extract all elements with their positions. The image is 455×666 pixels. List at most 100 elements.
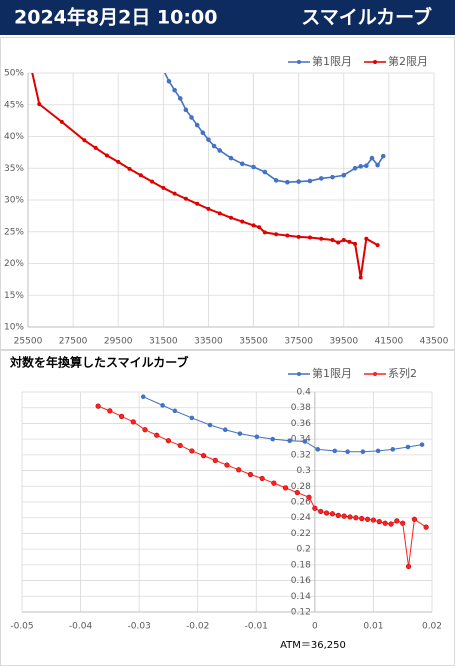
data-point [323,510,330,516]
data-point [104,153,109,158]
data-point [189,448,195,454]
data-point [118,413,125,419]
data-point [93,145,98,150]
data-point [294,489,300,496]
y-tick-label: 0.22 [291,529,311,539]
x-tick-label: 43500 [420,337,449,347]
data-point [394,518,400,524]
data-point [319,236,324,241]
y-tick-label: 0.18 [291,560,311,570]
data-point [285,233,290,238]
data-point [160,403,165,408]
data-point [329,511,336,517]
data-point [251,164,256,170]
data-point [107,408,113,414]
data-point [318,508,324,515]
x-tick-label: -0.04 [69,622,93,632]
data-point [194,122,200,128]
x-tick-label: 41500 [375,337,404,347]
y-tick-label: 0.16 [291,576,311,586]
data-point [189,415,195,421]
data-point [262,230,267,235]
data-point [382,520,388,526]
data-point [318,176,324,181]
data-point [127,166,132,171]
data-point [335,512,341,518]
data-point [330,174,335,180]
y-tick-label: 0.34 [291,435,311,445]
data-point [229,215,234,220]
data-point [341,513,347,519]
data-point [37,102,42,107]
data-point [166,78,172,84]
x-tick-label: 25500 [14,337,43,347]
data-point [116,159,121,164]
x-tick-label: 29500 [104,337,133,347]
data-point [307,178,313,184]
data-point [212,457,218,463]
legend-label: 第1限月 [312,54,352,68]
y-tick-label: 10% [4,323,24,333]
x-tick-label: 31500 [149,337,178,347]
data-point [380,153,386,159]
data-point [358,164,363,169]
annotation: ATM＝36,250 [280,640,346,651]
legend-label: 系列2 [388,366,417,380]
data-point [211,143,217,149]
y-tick-label: 30% [4,196,24,206]
chart-frame [0,350,455,666]
data-point [312,505,318,511]
y-tick-label: 0.28 [291,482,311,492]
x-tick-label: 35500 [239,337,268,347]
data-point [200,453,207,459]
data-point [172,191,177,196]
header-date: 2024年8月2日 10:00 [14,6,217,29]
data-point [390,447,396,452]
data-point [271,480,277,486]
data-point [330,238,335,243]
data-point [228,155,234,161]
data-point [347,239,352,244]
x-tick-label: -0.01 [245,622,268,632]
data-point [142,427,148,433]
data-point [315,447,321,452]
data-point [177,96,183,101]
charts: 10% 15% 20% 25% 30% 35% 40% 45% 50% 25500 27500 295… [4,54,449,632]
y-tick-label: 35% [4,164,24,174]
data-point [306,494,312,500]
data-point [251,223,256,228]
data-point [177,442,183,449]
data-point [411,516,418,522]
data-point [183,107,189,113]
data-point [59,119,64,124]
legend-marker [373,60,377,64]
y-tick-label: 0.4 [297,388,312,398]
data-point [369,155,375,161]
data-point [336,240,341,245]
data-point [376,519,382,525]
plot [95,394,429,570]
data-point [206,206,211,211]
data-point [207,422,213,428]
data-point [352,165,358,171]
data-point [347,514,353,520]
data-point [239,161,245,167]
data-point [375,448,381,454]
data-point [370,517,377,523]
series-line [31,73,379,278]
y-tick-label: 0.38 [291,403,311,413]
data-point [341,172,347,178]
data-point [195,201,200,206]
data-point [206,137,211,142]
data-point [172,408,178,414]
data-point [189,115,194,120]
legend-label: 第2限月 [388,54,428,68]
data-point [183,196,188,201]
y-tick-label: 0.3 [297,466,311,476]
data-point [341,238,346,243]
data-point [200,130,206,135]
data-point [388,521,394,527]
data-point [254,434,260,440]
data-point [257,225,262,230]
data-point [270,436,275,442]
